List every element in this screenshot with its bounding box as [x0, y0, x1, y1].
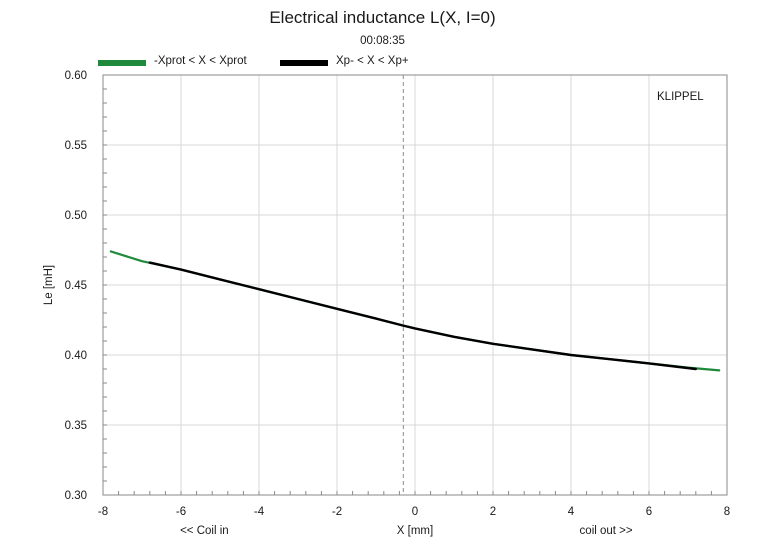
y-tick-label: 0.60 — [65, 70, 87, 82]
x-side-label-right: coil out >> — [580, 525, 633, 537]
series-layer — [109, 250, 721, 372]
legend-swatch-series-1 — [98, 60, 146, 66]
legend-label-series-2: Xp- < X < Xp+ — [336, 55, 409, 67]
series-line-2 — [148, 261, 697, 371]
x-tick-label: -4 — [254, 506, 265, 518]
y-tick-label: 0.50 — [65, 210, 87, 222]
x-tick-labels: -8 -6 -4 -2 0 2 4 6 8 — [98, 506, 730, 518]
y-tick-label: 0.45 — [65, 280, 87, 292]
minor-ticks — [102, 74, 728, 496]
y-tick-label: 0.30 — [65, 490, 87, 502]
y-tick-label: 0.40 — [65, 350, 87, 362]
y-tick-labels: 0.30 0.35 0.40 0.45 0.50 0.55 0.60 — [65, 70, 87, 502]
legend-label-series-1: -Xprot < X < Xprot — [154, 55, 247, 67]
y-tick-label: 0.55 — [65, 140, 87, 152]
grid-lines — [103, 75, 727, 495]
x-tick-label: 8 — [724, 506, 730, 518]
x-tick-label: -8 — [98, 506, 108, 518]
x-axis-title: X [mm] — [397, 525, 433, 537]
x-side-label-left: << Coil in — [180, 525, 229, 537]
x-tick-label: 2 — [490, 506, 496, 518]
y-tick-label: 0.35 — [65, 420, 87, 432]
x-tick-label: -6 — [176, 506, 186, 518]
klippel-watermark: KLIPPEL — [657, 91, 704, 103]
x-tick-label: 6 — [646, 506, 652, 518]
x-tick-label: 4 — [568, 506, 575, 518]
x-tick-label: -2 — [332, 506, 342, 518]
legend-swatch-series-2 — [280, 60, 328, 66]
y-axis-title: Le [mH] — [43, 265, 55, 305]
chart-title: Electrical inductance L(X, I=0) — [269, 8, 496, 27]
chart-subtitle: 00:08:35 — [360, 35, 405, 47]
x-tick-label: 0 — [412, 506, 418, 518]
